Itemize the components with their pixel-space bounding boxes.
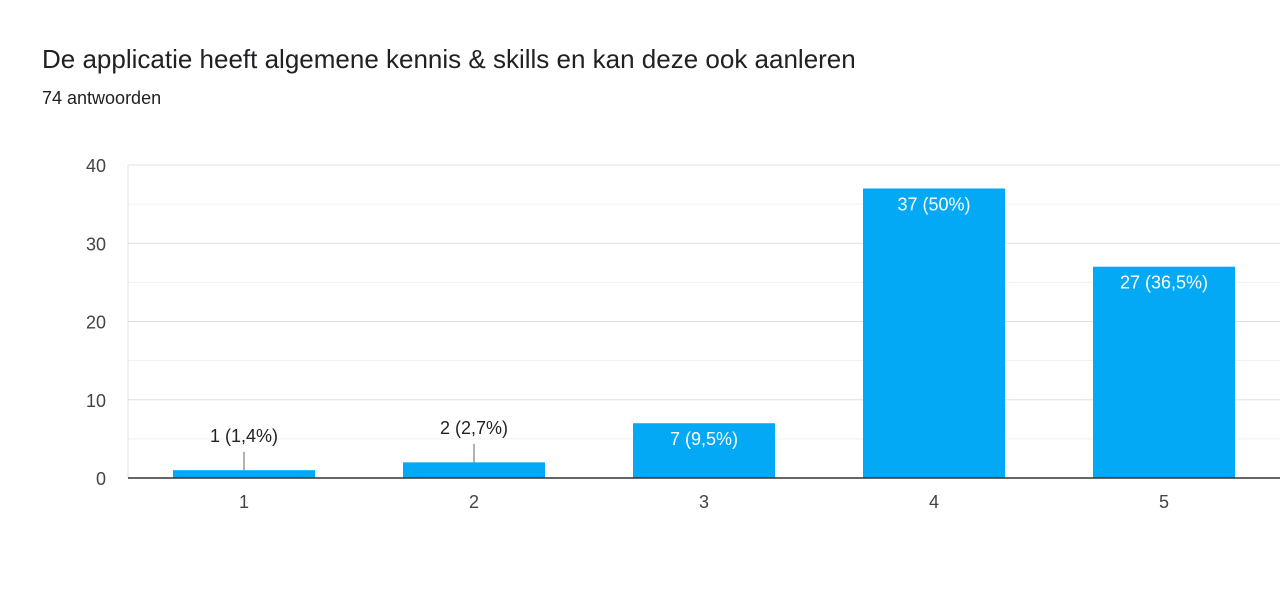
- data-label: 37 (50%): [897, 194, 970, 214]
- y-axis-ticks: 0 10 20 30 40: [86, 156, 106, 489]
- data-labels: 1 (1,4%) 2 (2,7%) 7 (9,5%) 37 (50%) 27 (36,5…: [210, 194, 1208, 471]
- y-tick-label: 40: [86, 156, 106, 176]
- bar: [1093, 266, 1235, 478]
- data-label: 27 (36,5%): [1120, 273, 1208, 293]
- data-label: 7 (9,5%): [670, 429, 738, 449]
- y-tick-label: 10: [86, 391, 106, 411]
- x-tick-label: 4: [929, 492, 939, 512]
- question-title: De applicatie heeft algemene kennis & sk…: [42, 44, 856, 74]
- y-tick-label: 30: [86, 234, 106, 254]
- response-count: 74 antwoorden: [42, 88, 162, 108]
- data-label: 1 (1,4%): [210, 426, 278, 446]
- x-tick-label: 3: [699, 492, 709, 512]
- bar: [863, 188, 1005, 478]
- y-tick-label: 20: [86, 313, 106, 333]
- x-tick-label: 1: [239, 492, 249, 512]
- bar: [633, 423, 775, 478]
- y-tick-label: 0: [96, 469, 106, 489]
- x-tick-label: 2: [469, 492, 479, 512]
- bar: [403, 462, 545, 478]
- bar: [173, 470, 315, 478]
- x-axis-ticks: 1 2 3 4 5: [128, 477, 1280, 512]
- data-label: 2 (2,7%): [440, 418, 508, 438]
- bars: [173, 188, 1235, 478]
- x-tick-label: 5: [1159, 492, 1169, 512]
